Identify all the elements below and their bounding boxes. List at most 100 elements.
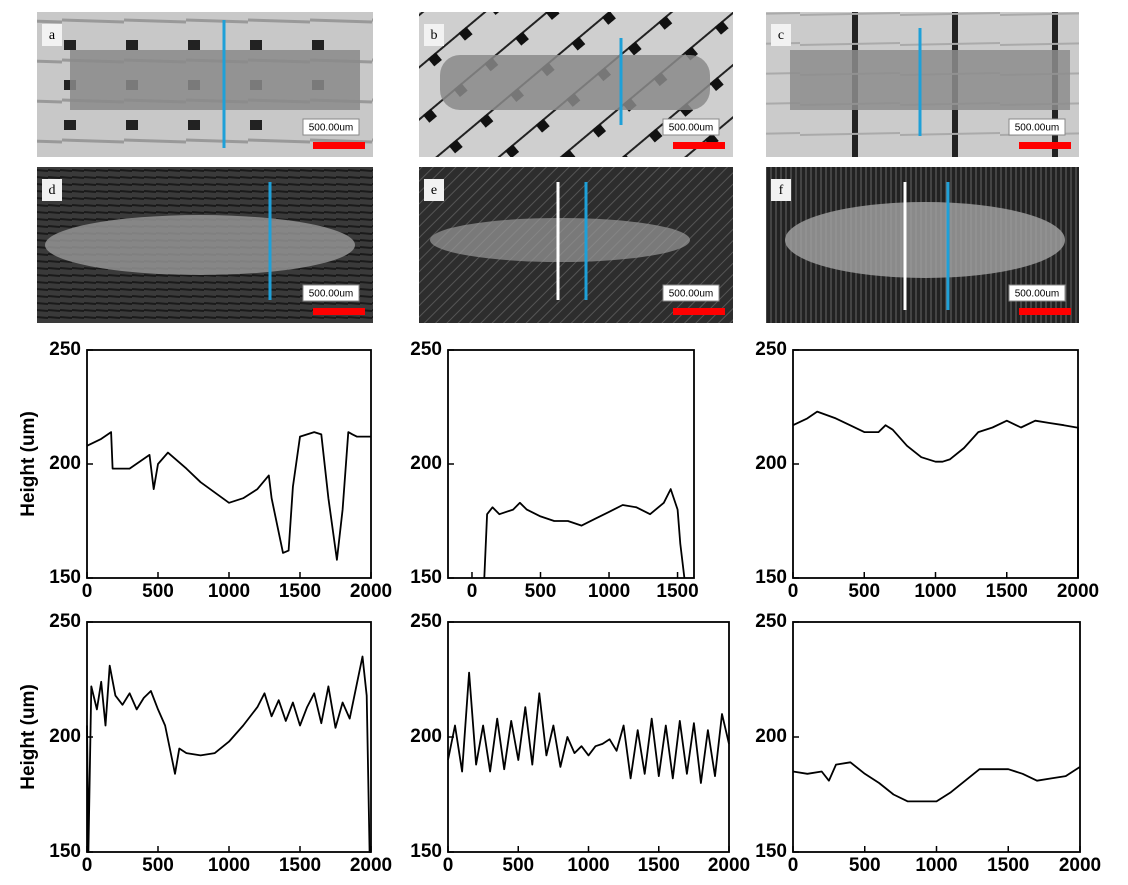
x-tick-label: 0 [467, 581, 478, 602]
scale-box [1008, 118, 1066, 136]
data-line [483, 488, 686, 579]
x-tick-label: 500 [502, 855, 534, 876]
panel-label: d [49, 183, 56, 198]
panel-label: b [431, 28, 438, 43]
x-tick-label: 500 [142, 581, 174, 602]
panel-label: c [778, 28, 784, 43]
label-box [42, 179, 62, 201]
scale-box [662, 118, 720, 136]
x-tick-label: 500 [142, 855, 174, 876]
plot-frame [792, 621, 1081, 853]
x-tick-label: 1500 [638, 855, 680, 876]
y-tick-label: 250 [410, 611, 442, 632]
x-tick-label: 500 [525, 581, 557, 602]
y-tick-label: 200 [755, 726, 787, 747]
scale-bar [313, 142, 365, 149]
y-tick-label: 200 [410, 453, 442, 474]
label-box [771, 24, 791, 46]
x-tick-label: 0 [82, 581, 93, 602]
x-tick-label: 1500 [656, 581, 698, 602]
y-tick-label: 150 [755, 841, 787, 862]
scale-label: 500.00um [669, 123, 713, 134]
plot-frame [447, 349, 695, 579]
x-tick-label: 1000 [588, 581, 630, 602]
x-tick-label: 1000 [915, 855, 957, 876]
line-chart: 150 200 250 0 500 1000 1500 2000 [755, 611, 1101, 876]
x-tick-label: 0 [443, 855, 454, 876]
data-line [86, 431, 371, 561]
scale-bar [313, 308, 365, 315]
x-tick-label: 2000 [350, 581, 392, 602]
x-tick-label: 500 [848, 581, 880, 602]
panel-label: f [779, 183, 784, 198]
y-tick-label: 250 [49, 339, 81, 360]
data-line [86, 655, 371, 853]
wear-track [790, 50, 1070, 110]
label-box [771, 179, 791, 201]
scale-bar [673, 142, 725, 149]
scale-label: 500.00um [669, 289, 713, 300]
data-line [447, 671, 730, 784]
plot-frame [86, 621, 372, 853]
line-chart: 150 200 250 0 500 1000 1500 2000 [410, 611, 750, 876]
wear-track [785, 202, 1065, 278]
panel-label: e [431, 183, 437, 198]
scale-bar [673, 308, 725, 315]
label-box [42, 24, 62, 46]
x-tick-label: 1000 [914, 581, 956, 602]
label-box [424, 179, 444, 201]
y-tick-label: 200 [49, 726, 81, 747]
y-tick-label: 150 [49, 567, 81, 588]
plot-frame [792, 349, 1079, 579]
y-tick-label: 200 [755, 453, 787, 474]
scale-label: 500.00um [1015, 289, 1059, 300]
line-chart: 150 200 250 0 500 1000 1500 2000 [755, 339, 1099, 602]
x-tick-label: 1000 [567, 855, 609, 876]
y-tick-label: 250 [49, 611, 81, 632]
x-tick-label: 1500 [987, 855, 1029, 876]
wear-track [440, 55, 710, 110]
wear-track [70, 50, 360, 110]
line-chart: 150 200 250 0 500 1000 1500 [410, 339, 698, 602]
scale-box [302, 284, 360, 302]
scale-label: 500.00um [1015, 123, 1059, 134]
x-tick-label: 2000 [350, 855, 392, 876]
scale-label: 500.00um [309, 123, 353, 134]
x-tick-label: 1500 [279, 581, 321, 602]
x-tick-label: 2000 [708, 855, 750, 876]
x-tick-label: 1500 [279, 855, 321, 876]
x-tick-label: 0 [82, 855, 93, 876]
data-line [792, 410, 1079, 578]
y-tick-label: 200 [49, 453, 81, 474]
label-box [424, 24, 444, 46]
line-chart: 150 200 250 0 500 1000 1500 2000 Height (um) [18, 611, 392, 876]
y-tick-label: 200 [410, 726, 442, 747]
x-tick-label: 2000 [1059, 855, 1101, 876]
x-tick-label: 1000 [208, 855, 250, 876]
plot-frame [447, 621, 730, 853]
y-axis-label: Height (um) [18, 684, 39, 790]
y-axis-label: Height (um) [18, 411, 39, 517]
y-tick-label: 150 [410, 567, 442, 588]
x-tick-label: 0 [788, 581, 799, 602]
scale-label: 500.00um [309, 289, 353, 300]
line-chart: 150 200 250 0 500 1000 1500 2000 Height (um) [18, 339, 392, 602]
scale-box [1008, 284, 1066, 302]
y-tick-label: 250 [755, 611, 787, 632]
scale-bar [1019, 308, 1071, 315]
panel-label: a [49, 28, 56, 43]
wear-track [430, 218, 690, 262]
data-line [792, 761, 1081, 803]
y-tick-label: 150 [410, 841, 442, 862]
x-tick-label: 1000 [208, 581, 250, 602]
y-tick-label: 150 [49, 841, 81, 862]
y-tick-label: 250 [755, 339, 787, 360]
micrographs [37, 12, 1079, 323]
x-tick-label: 2000 [1057, 581, 1099, 602]
plot-frame [86, 349, 372, 579]
y-tick-label: 150 [755, 567, 787, 588]
scale-box [302, 118, 360, 136]
scale-bar [1019, 142, 1071, 149]
x-tick-label: 0 [788, 855, 799, 876]
